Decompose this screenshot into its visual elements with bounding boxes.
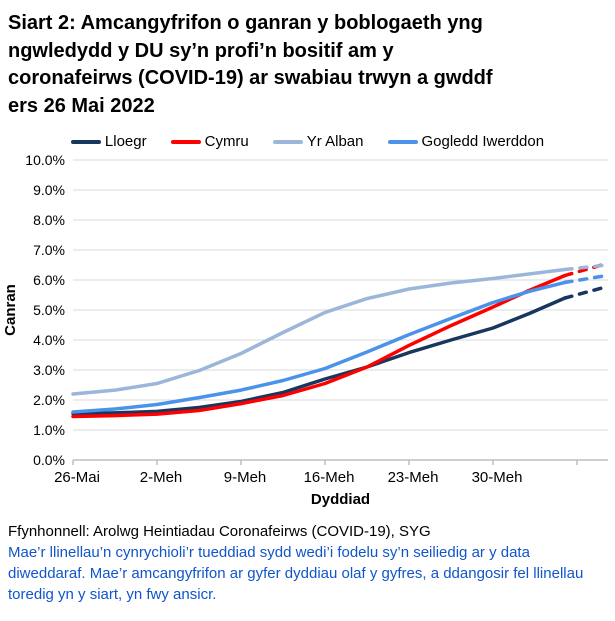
y-tick-label: 3.0% <box>33 362 65 378</box>
legend-item-lloegr: Lloegr <box>70 133 147 151</box>
legend-label: Yr Alban <box>306 133 364 151</box>
footnote-text: Mae’r llinellau’n cynrychioli’r tueddiad… <box>8 544 584 604</box>
legend-line-swatch-icon <box>272 139 303 144</box>
legend-line-swatch-icon <box>170 139 201 144</box>
y-tick-label: 7.0% <box>33 242 65 258</box>
chart-footer: Ffynhonnell: Arolwg Heintiadau Coronafei… <box>0 517 615 605</box>
x-tick-label: 9-Meh <box>224 469 267 486</box>
x-tick-label: 16-Meh <box>304 469 355 486</box>
chart-title: Siart 2: Amcangyfrifon o ganran y boblog… <box>8 12 493 117</box>
y-tick-label: 1.0% <box>33 422 65 438</box>
y-axis-title: Canran <box>2 285 19 337</box>
y-tick-label: 4.0% <box>33 332 65 348</box>
legend-label: Cymru <box>204 133 249 151</box>
y-tick-label: 2.0% <box>33 392 65 408</box>
x-tick-label: 26-Mai <box>54 469 100 486</box>
legend-line-swatch-icon <box>70 139 101 144</box>
y-tick-label: 0.0% <box>33 452 65 468</box>
y-tick-label: 5.0% <box>33 302 65 318</box>
y-tick-label: 6.0% <box>33 272 65 288</box>
series-line-gogledd-iwerddon <box>71 281 567 415</box>
y-tick-label: 10.0% <box>25 152 65 168</box>
series-line-dashed-yr-alban <box>563 263 609 272</box>
line-chart-canvas: 0.0% 1.0% 2.0% 3.0% 4.0% 5.0% 6.0% 7.0% 8.0% 9.0%… <box>2 152 609 508</box>
legend-item-yr-alban: Yr Alban <box>272 133 364 151</box>
x-tick-label: 2-Meh <box>140 469 183 486</box>
legend-label: Gogledd Iwerddon <box>421 133 545 151</box>
y-tick-label: 8.0% <box>33 212 65 228</box>
chart-area: 0.0% 1.0% 2.0% 3.0% 4.0% 5.0% 6.0% 7.0% 8.0% 9.0%… <box>0 152 615 517</box>
legend-line-swatch-icon <box>387 139 418 144</box>
series-line-yr-alban <box>71 268 567 397</box>
series-line-dashed-lloegr <box>563 285 609 301</box>
legend-label: Lloegr <box>104 133 147 151</box>
legend-item-cymru: Cymru <box>170 133 249 151</box>
chart-legend: Lloegr Cymru Yr Alban Gogledd Iwerddon <box>0 133 615 150</box>
series-line-dashed-gogledd-iwerddon <box>563 274 609 285</box>
x-tick-label: 23-Meh <box>388 469 439 486</box>
series-line-lloegr <box>71 296 567 416</box>
legend-item-gogledd-iwerddon: Gogledd Iwerddon <box>387 133 545 151</box>
source-text: Ffynhonnell: Arolwg Heintiadau Coronafei… <box>8 523 431 541</box>
x-tick-label: 30-Meh <box>472 469 523 486</box>
y-tick-label: 9.0% <box>33 182 65 198</box>
series-line-cymru <box>71 274 567 419</box>
x-axis-title: Dyddiad <box>311 491 370 508</box>
